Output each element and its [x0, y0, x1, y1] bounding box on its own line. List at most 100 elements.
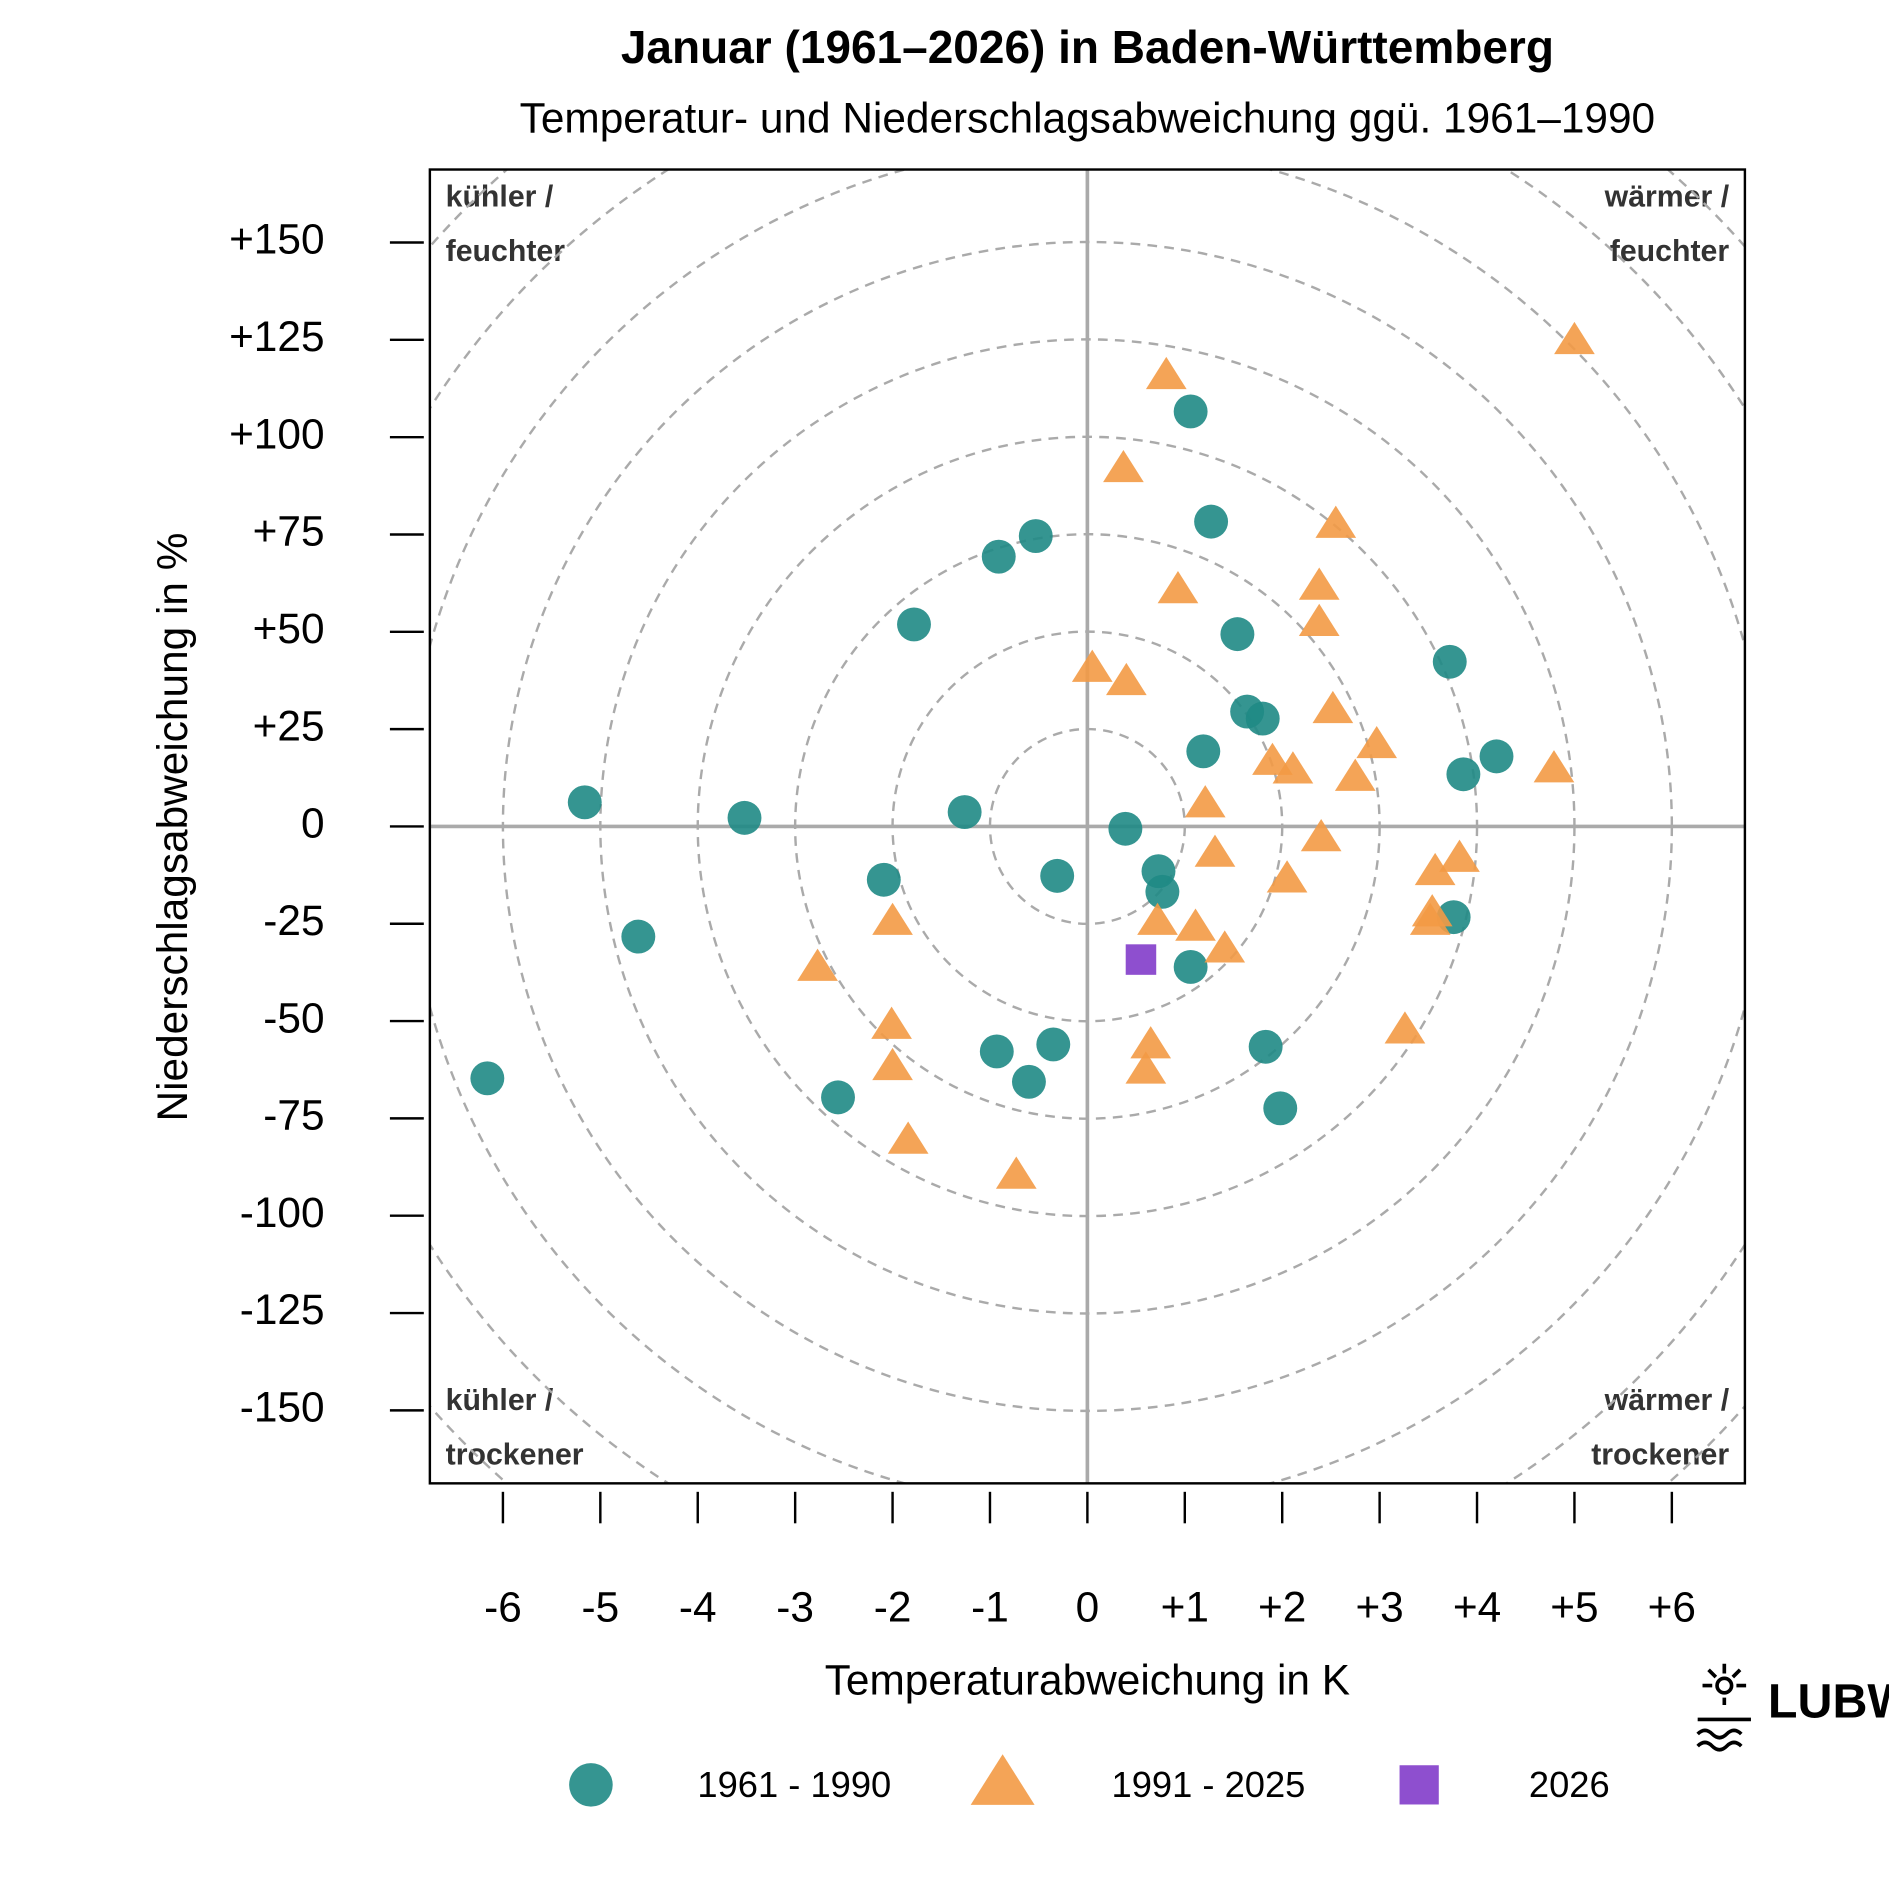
point — [1018, 519, 1053, 553]
point — [470, 1061, 505, 1096]
legend-label: 2026 — [1529, 1764, 1610, 1805]
rings — [113, 0, 1889, 1801]
point — [897, 607, 931, 642]
x-tick-label: +6 — [1648, 1584, 1696, 1631]
point — [1432, 644, 1467, 679]
point — [1300, 819, 1342, 852]
y-tick-label: -25 — [263, 897, 324, 944]
y-tick-label: +75 — [253, 508, 325, 555]
point — [621, 919, 656, 954]
y-axis-label: Niederschlagsabweichung in % — [149, 533, 196, 1122]
point — [1384, 1011, 1426, 1044]
point — [995, 1156, 1037, 1189]
point — [1157, 571, 1199, 604]
point — [866, 862, 901, 897]
legend-marker — [1399, 1765, 1439, 1805]
chart-title: Januar (1961–2026) in Baden-Württemberg — [621, 21, 1554, 73]
point — [1125, 944, 1157, 975]
legend-marker — [970, 1754, 1035, 1805]
point — [1533, 750, 1575, 783]
point — [1204, 930, 1246, 963]
point — [1411, 894, 1453, 927]
point — [872, 902, 913, 935]
point — [1106, 662, 1147, 696]
point — [1186, 734, 1221, 769]
point — [1036, 1027, 1071, 1062]
point — [1175, 908, 1216, 941]
point — [979, 1034, 1014, 1069]
point — [1108, 811, 1143, 846]
x-tick-label: -4 — [679, 1584, 717, 1631]
point — [1356, 725, 1398, 759]
point — [1103, 449, 1144, 483]
y-tick-label: -100 — [240, 1189, 325, 1236]
logo-text: LUBW — [1768, 1675, 1889, 1729]
y-tick-label: +150 — [229, 216, 324, 263]
point — [1439, 839, 1480, 872]
point — [821, 1080, 855, 1115]
point — [1137, 902, 1178, 935]
point — [797, 948, 838, 981]
x-axis-label: Temperaturabweichung in K — [825, 1656, 1350, 1703]
point — [1298, 603, 1340, 636]
point — [1011, 1064, 1046, 1099]
point — [727, 800, 762, 835]
point — [1040, 858, 1075, 893]
point — [1071, 649, 1113, 682]
x-tick-label: +1 — [1161, 1584, 1209, 1631]
x-tick-label: -5 — [581, 1584, 619, 1631]
y-tick-label: -75 — [263, 1092, 324, 1139]
legend-label: 1961 - 1990 — [697, 1764, 891, 1805]
ring — [113, 0, 1889, 1801]
point — [981, 539, 1016, 574]
x-tick-label: +3 — [1355, 1584, 1403, 1631]
point — [1263, 1091, 1298, 1126]
legend-label: 1991 - 2025 — [1112, 1764, 1306, 1805]
point — [1173, 394, 1208, 429]
x-tick-label: -6 — [484, 1584, 522, 1631]
y-tick-label: 0 — [301, 800, 325, 847]
corner-label: trockener — [1591, 1439, 1729, 1472]
x-tick-label: -2 — [874, 1584, 912, 1631]
point — [1298, 567, 1340, 600]
point — [1145, 356, 1187, 390]
point — [872, 1047, 913, 1081]
x-tick-label: -3 — [776, 1584, 814, 1631]
corner-label: feuchter — [446, 235, 566, 268]
y-tick-label: +100 — [229, 410, 324, 457]
corner-label: feuchter — [1610, 235, 1730, 268]
corner-label: wärmer / — [1604, 1384, 1730, 1417]
point — [1312, 690, 1354, 724]
corner-label: kühler / — [446, 181, 554, 214]
point — [1245, 701, 1280, 736]
point — [1446, 757, 1481, 792]
point — [1220, 617, 1255, 652]
legend-marker — [569, 1763, 613, 1807]
point — [947, 795, 982, 829]
point — [1194, 504, 1229, 539]
y-tick-label: -50 — [263, 994, 324, 1041]
point — [1194, 834, 1236, 867]
plot-frame — [428, 168, 1747, 1485]
point — [1248, 1029, 1283, 1064]
y-tick-label: -150 — [240, 1384, 325, 1431]
point — [871, 1006, 912, 1039]
x-tick-label: 0 — [1076, 1584, 1100, 1631]
x-tick-label: +4 — [1453, 1584, 1501, 1631]
point — [1184, 785, 1226, 818]
chart-subtitle: Temperatur- und Niederschlagsabweichung … — [520, 94, 1655, 141]
point — [1130, 1026, 1172, 1059]
y-tick-label: +50 — [253, 605, 325, 652]
point — [1252, 742, 1293, 775]
x-tick-label: -1 — [971, 1584, 1009, 1631]
point — [1125, 1051, 1167, 1084]
y-tick-label: +25 — [253, 702, 325, 749]
point — [1272, 751, 1314, 784]
point — [1266, 860, 1308, 893]
corner-label: kühler / — [446, 1384, 554, 1417]
point — [1173, 950, 1208, 984]
point — [1315, 505, 1357, 538]
point — [1554, 321, 1595, 355]
logo — [1696, 1663, 1751, 1752]
x-tick-label: +2 — [1258, 1584, 1306, 1631]
